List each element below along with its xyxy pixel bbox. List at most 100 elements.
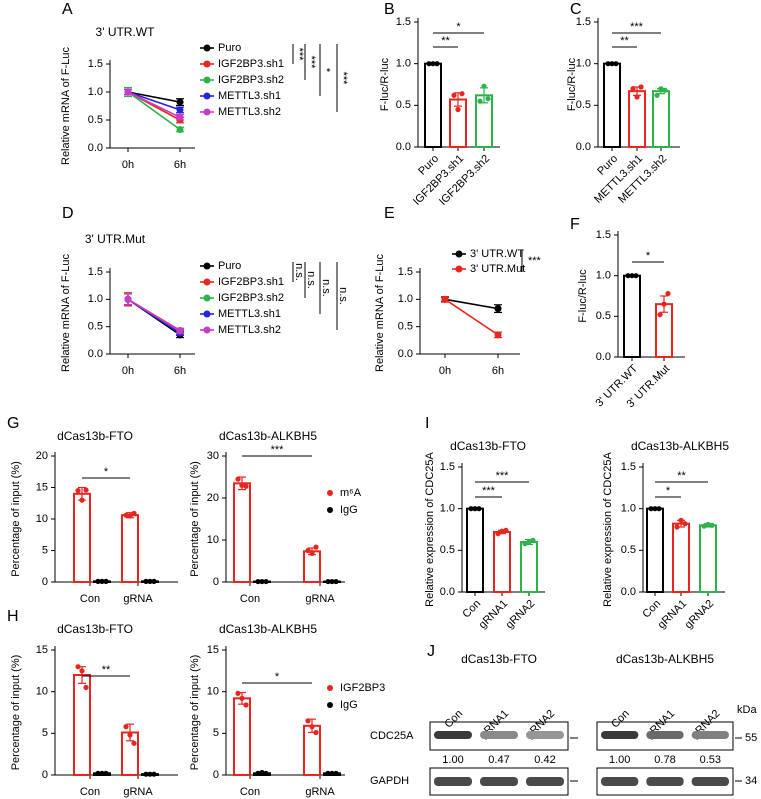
legend-marker	[455, 250, 463, 258]
significance-label: ***	[528, 255, 542, 267]
size-marker: 34	[745, 775, 757, 787]
y-tick-label: 0.0	[398, 348, 413, 360]
blot-title: dCas13b-FTO	[461, 652, 537, 666]
legend-label: IGF2BP3	[340, 682, 385, 694]
band-ratio: 1.00	[609, 754, 630, 766]
panel-letter: F	[570, 216, 580, 233]
gapdh-band	[526, 777, 564, 786]
chart-title: dCas13b-ALKBH5	[219, 622, 317, 636]
y-tick-label: 5	[42, 727, 48, 739]
blot-frame	[596, 767, 734, 796]
gapdh-band	[480, 777, 518, 786]
significance-label: ***	[337, 72, 349, 86]
band-ratio: 0.78	[654, 754, 675, 766]
series-line	[444, 298, 499, 336]
replicate-point	[476, 506, 482, 512]
x-tick-label: gRNA	[305, 786, 335, 798]
y-tick-label: 1.5	[596, 229, 611, 241]
series-line	[127, 91, 181, 111]
x-tick-label: gRNA1	[656, 598, 690, 632]
x-tick-label: Con	[460, 598, 483, 621]
significance-label: ***	[482, 485, 496, 497]
y-tick-label: 0.5	[396, 99, 411, 111]
y-tick-label: 1.5	[440, 461, 455, 473]
y-tick-label: 1.0	[398, 293, 413, 305]
replicate-point	[477, 98, 483, 104]
data-point	[176, 113, 184, 121]
series-line	[127, 91, 181, 103]
gapdh-band	[434, 777, 472, 786]
replicate-point	[657, 312, 663, 318]
replicate-point	[472, 506, 478, 512]
y-tick-label: 0	[42, 769, 48, 781]
replicate-point	[79, 668, 85, 674]
panel-letter: I	[425, 415, 429, 432]
legend-label: 3' UTR.Mut	[470, 263, 525, 275]
replicate-point	[95, 770, 101, 776]
replicate-point	[459, 91, 465, 97]
y-tick-label: 1.0	[88, 86, 103, 98]
legend-label: METTL3.sh2	[218, 106, 281, 118]
y-tick-label: 1.5	[88, 266, 103, 278]
replicate-point	[127, 732, 133, 738]
y-tick-label: 0.5	[596, 310, 611, 322]
replicate-point	[143, 771, 149, 777]
replicate-point	[633, 273, 639, 279]
replicate-point	[95, 578, 101, 584]
legend-marker	[203, 262, 211, 270]
replicate-point	[613, 61, 619, 67]
replicate-point	[638, 84, 644, 90]
replicate-point	[123, 512, 129, 518]
replicate-point	[485, 96, 491, 102]
panel-letter: B	[384, 1, 395, 18]
protein-label: CDC25A	[370, 730, 414, 742]
bar	[233, 482, 251, 583]
data-point	[176, 327, 184, 335]
y-tick-label: 1.5	[621, 461, 636, 473]
replicate-point	[656, 506, 662, 512]
y-tick-label: 0.5	[88, 114, 103, 126]
replicate-point	[705, 521, 711, 528]
x-tick-label: Con	[80, 786, 100, 798]
replicate-point	[325, 770, 331, 776]
series-line	[127, 91, 181, 131]
panel-letter: D	[62, 205, 74, 222]
data-point	[124, 88, 132, 96]
x-tick-label: Con	[240, 593, 260, 605]
y-tick-label: 20	[36, 450, 48, 462]
panel-letter: C	[570, 1, 582, 18]
legend-label: METTL3.sh2	[218, 324, 281, 336]
replicate-point	[678, 517, 684, 523]
chart-title: dCas13b-FTO	[57, 622, 133, 636]
y-tick-label: 15	[36, 644, 48, 656]
x-tick-label: 0h	[439, 365, 451, 377]
y-tick-label: 1.5	[396, 16, 411, 28]
panel-letter: A	[62, 1, 73, 18]
replicate-point	[503, 527, 509, 533]
replicate-point	[662, 87, 668, 93]
bar	[424, 62, 442, 149]
y-tick-label: 0	[213, 769, 219, 781]
data-point	[176, 98, 184, 106]
significance-label: ***	[496, 470, 510, 482]
replicate-point	[235, 690, 241, 696]
y-tick-label: 0.0	[621, 586, 636, 598]
cdc25a-band	[526, 731, 564, 739]
replicate-point	[305, 718, 311, 724]
replicate-point	[83, 487, 89, 493]
y-axis-label: Percentage of input (%)	[189, 655, 201, 771]
replicate-point	[609, 61, 615, 67]
replicate-point	[709, 522, 715, 528]
unit-label: kDa	[737, 704, 757, 716]
x-tick-label: gRNA1	[477, 598, 511, 632]
replicate-point	[329, 770, 335, 776]
x-tick-label: gRNA	[123, 786, 153, 798]
lane-label: Con	[442, 708, 465, 731]
significance-label: ***	[271, 444, 285, 456]
y-tick-label: 10	[36, 686, 48, 698]
gapdh-band	[601, 777, 639, 786]
y-tick-label: 1.5	[576, 16, 591, 28]
replicate-point	[263, 770, 269, 776]
legend-marker	[203, 60, 211, 68]
replicate-point	[499, 528, 505, 534]
